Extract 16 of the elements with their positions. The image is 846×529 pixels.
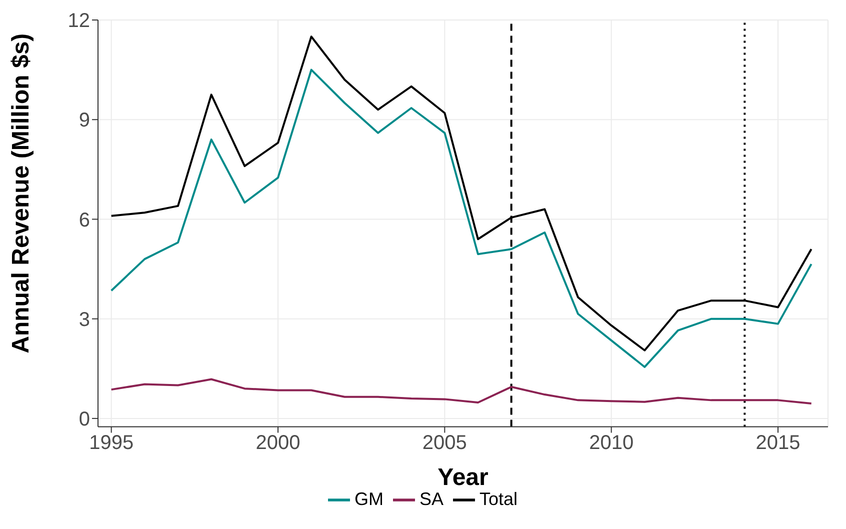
x-tick-label: 2005 bbox=[422, 432, 467, 454]
x-tick-label: 2000 bbox=[256, 432, 300, 454]
legend-label: SA bbox=[419, 488, 444, 509]
y-axis-title: Annual Revenue (Million $s) bbox=[8, 33, 35, 354]
y-tick-label: 0 bbox=[78, 408, 90, 431]
y-tick-label: 12 bbox=[68, 10, 90, 32]
legend-label: GM bbox=[354, 488, 384, 509]
y-tick-label: 3 bbox=[78, 308, 90, 331]
x-tick-label: 1995 bbox=[89, 432, 134, 454]
line-series bbox=[110, 378, 812, 405]
x-tick-label: 2015 bbox=[756, 432, 800, 454]
y-tick-label: 9 bbox=[78, 110, 90, 132]
y-tick-label: 6 bbox=[78, 209, 90, 232]
legend-label: Total bbox=[479, 488, 518, 509]
x-axis-title: Year bbox=[438, 464, 488, 491]
x-tick-label: 2010 bbox=[589, 432, 634, 454]
